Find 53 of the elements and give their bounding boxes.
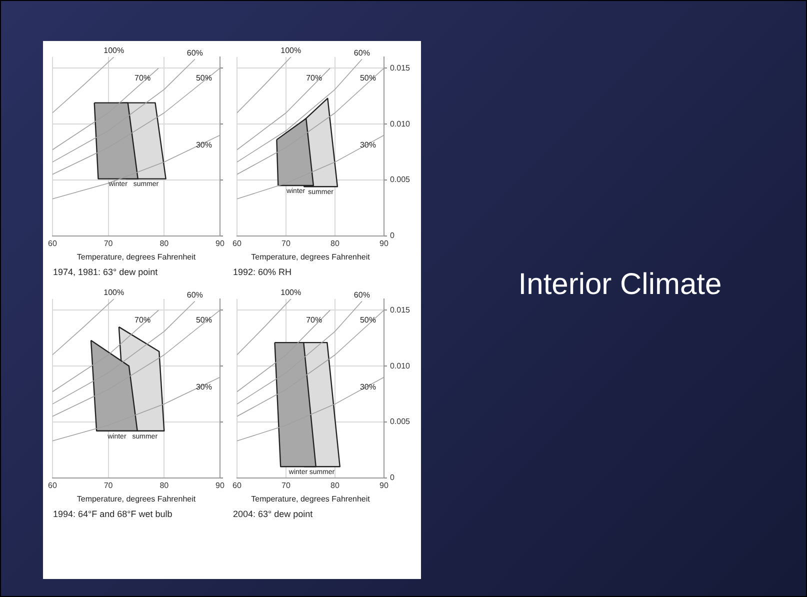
text: 1992: 60% RH (233, 267, 292, 277)
series-label: 70% (306, 73, 322, 82)
x-tick-label: 70 (282, 238, 291, 248)
series-label: 100% (280, 46, 302, 56)
series-label: 30% (360, 382, 376, 392)
x-tick-label: 60 (232, 480, 242, 490)
y-tick-label: 0.005 (390, 175, 411, 184)
x-tick-label: 60 (48, 480, 58, 490)
x-tick-label: 90 (380, 238, 389, 248)
x-axis-title: Temperature, degrees Fahrenheit (251, 494, 371, 504)
x-tick-label: 90 (216, 238, 225, 248)
text: 2004: 63° dew point (233, 509, 313, 519)
series-label: 30% (196, 140, 212, 150)
y-tick-label: 0.005 (390, 417, 411, 426)
x-tick-label: 60 (232, 238, 242, 248)
series-label: 30% (360, 140, 376, 150)
series-label: 50% (360, 73, 376, 82)
series-label: 60% (186, 48, 203, 58)
series-label: 70% (306, 315, 322, 324)
x-tick-label: 80 (330, 480, 340, 490)
y-tick-label: 0.015 (390, 305, 411, 314)
series-label: 100% (280, 288, 302, 298)
x-tick-label: 80 (160, 238, 170, 248)
series-label: 60% (186, 290, 203, 300)
x-axis-title: Temperature, degrees Fahrenheit (251, 252, 371, 262)
series-label: 100% (104, 288, 124, 298)
series-label: 100% (104, 46, 124, 56)
x-axis-title: Temperature, degrees Fahrenheit (76, 494, 196, 504)
series-label: 50% (196, 315, 212, 324)
x-tick-label: 70 (104, 238, 114, 248)
series-label: 30% (196, 382, 212, 392)
x-tick-label: 80 (330, 238, 340, 248)
x-tick-label: 70 (104, 480, 114, 490)
x-tick-label: 80 (160, 480, 170, 490)
y-tick-label: 0.010 (390, 361, 411, 370)
x-tick-label: 90 (380, 480, 389, 490)
y-tick-label: 0 (390, 231, 395, 240)
x-axis-title: Temperature, degrees Fahrenheit (76, 252, 196, 262)
x-tick-label: 60 (48, 238, 58, 248)
series-label: 70% (134, 73, 151, 82)
series-label: 60% (354, 290, 370, 300)
y-tick-label: 0 (390, 473, 395, 482)
text: 1994: 64°F and 68°F wet bulb (53, 509, 172, 519)
x-tick-label: 90 (216, 480, 225, 490)
series-label: 70% (134, 315, 151, 324)
series-label: 50% (196, 73, 212, 82)
series-label: 50% (360, 315, 376, 324)
series-label: 60% (354, 48, 370, 58)
y-tick-label: 0.015 (390, 63, 411, 72)
x-tick-label: 70 (282, 480, 291, 490)
text: Interior Climate (517, 268, 723, 302)
y-tick-label: 0.010 (390, 119, 411, 128)
text: 1974, 1981: 63° dew point (53, 267, 158, 277)
